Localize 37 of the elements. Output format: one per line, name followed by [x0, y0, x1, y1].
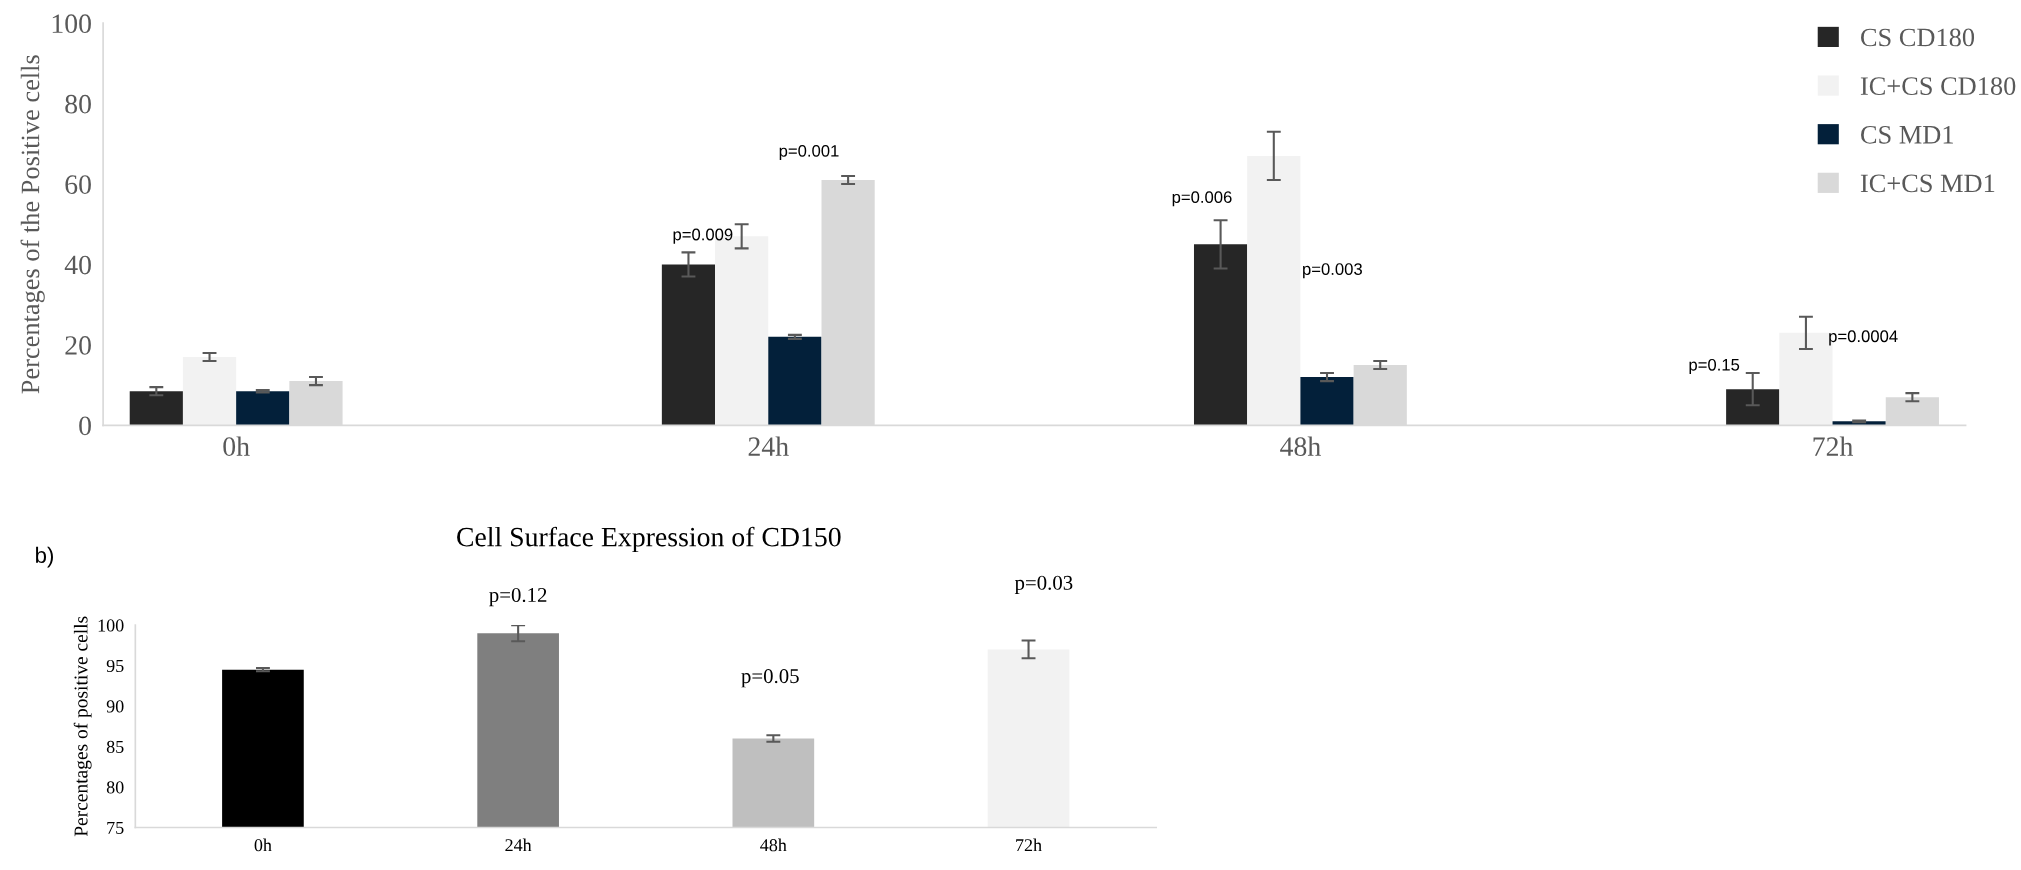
y-tick-label: 20: [65, 336, 91, 355]
y-tick-label: 100: [52, 14, 91, 34]
legend-label: IC+CS MD1: [1860, 174, 1995, 193]
annotation: p=0.006: [1172, 191, 1232, 207]
y-axis-title: Percentages of positive cells: [73, 616, 92, 837]
y-tick-label: 80: [106, 781, 124, 794]
annotation: p=0.0004: [1829, 330, 1898, 346]
y-tick-label: 0: [79, 416, 91, 436]
annotation: p=0.003: [1303, 263, 1362, 279]
x-tick-label: 0h: [223, 436, 250, 456]
x-tick-label: 72h: [1016, 838, 1042, 852]
x-tick-label: 48h: [760, 838, 787, 852]
text: p=0.12: [489, 587, 547, 607]
legend-label: CS MD1: [1861, 125, 1953, 144]
text: b): [36, 546, 53, 568]
y-tick-label: 40: [64, 255, 91, 275]
legend-label: CS CD180: [1861, 28, 1975, 47]
y-axis-title: Percentages of the Positive cells: [20, 55, 45, 394]
x-tick-label: 48h: [1280, 436, 1321, 456]
y-tick-label: 85: [106, 740, 124, 753]
annotation: p=0.001: [779, 144, 839, 161]
y-tick-label: 95: [106, 659, 124, 673]
annotation: p=0.15: [1689, 358, 1740, 374]
y-tick-label: 80: [65, 94, 91, 114]
annotation: p=0.009: [673, 228, 733, 244]
chart-title: Cell Surface Expression of CD150: [457, 526, 841, 553]
legend-label: IC+CS CD180: [1860, 77, 2016, 95]
y-tick-label: 60: [65, 175, 91, 194]
x-tick-label: 72h: [1813, 436, 1854, 456]
x-tick-label: 0h: [254, 838, 272, 852]
y-tick-label: 90: [106, 700, 124, 713]
text: p=0.03: [1014, 575, 1073, 595]
annotation: p=0.05: [741, 669, 799, 688]
y-tick-label: 100: [98, 619, 124, 632]
y-tick-label: 75: [107, 821, 124, 834]
x-tick-label: 24h: [748, 436, 789, 456]
x-tick-label: 24h: [505, 838, 532, 852]
